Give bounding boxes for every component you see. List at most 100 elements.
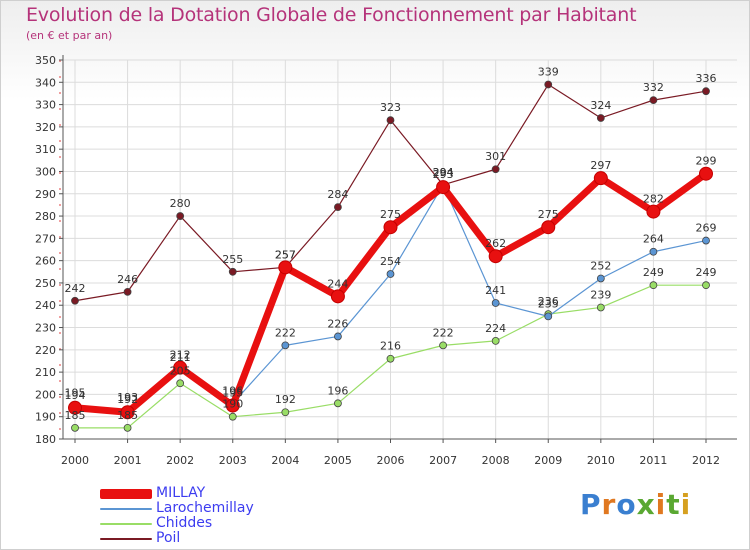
x-tick-label: 2009: [534, 454, 562, 467]
x-tick-label: 2002: [166, 454, 194, 467]
chart-legend: MILLAY Larochemillay Chiddes Poil: [100, 486, 254, 546]
data-label-millay: 282: [643, 193, 664, 206]
data-label-larochemillay: 269: [696, 222, 717, 235]
chart-title: Evolution de la Dotation Globale de Fonc…: [26, 4, 637, 26]
data-point-poil: [702, 87, 710, 96]
data-label-poil: 323: [380, 101, 401, 114]
y-tick-label: 250: [35, 277, 56, 290]
y-tick-label: 230: [35, 322, 56, 335]
data-point-millay: [436, 180, 451, 195]
y-tick-label: 350: [35, 54, 56, 67]
data-label-larochemillay: 294: [433, 166, 454, 179]
data-point-poil: [491, 165, 500, 174]
data-point-millay: [699, 166, 713, 181]
data-point-larochemillay: [596, 274, 605, 283]
legend-item-millay: MILLAY: [100, 486, 254, 501]
data-label-millay: 192: [117, 393, 138, 406]
data-point-millay: [330, 289, 345, 304]
data-label-poil: 284: [327, 188, 348, 201]
data-label-poil: 280: [170, 197, 191, 210]
y-tick-label: 270: [35, 232, 56, 245]
data-point-poil: [334, 203, 342, 212]
proxiti-logo: Proxiti: [580, 488, 692, 521]
data-label-larochemillay: 195: [65, 387, 86, 400]
data-point-poil: [176, 212, 185, 220]
data-point-poil: [386, 116, 395, 125]
data-label-larochemillay: 226: [327, 317, 348, 330]
legend-swatch: [100, 507, 152, 510]
data-label-millay: 275: [380, 208, 401, 221]
x-tick-label: 2004: [271, 454, 299, 467]
x-tick-label: 2008: [482, 454, 510, 467]
data-label-millay: 257: [275, 248, 296, 261]
data-label-chiddes: 236: [538, 295, 559, 308]
y-tick-label: 180: [35, 433, 56, 446]
data-point-millay: [488, 249, 503, 264]
data-point-larochemillay: [649, 247, 658, 256]
data-label-poil: 294: [433, 166, 454, 179]
data-label-chiddes: 249: [643, 266, 664, 279]
x-tick-label: 2012: [692, 454, 720, 467]
legend-swatch: [100, 488, 152, 499]
data-point-millay: [646, 204, 661, 219]
x-tick-label: 2010: [587, 454, 615, 467]
x-tick-label: 2001: [114, 454, 142, 467]
data-point-poil: [123, 287, 132, 296]
y-tick-label: 190: [35, 411, 56, 424]
x-tick-label: 2006: [377, 454, 405, 467]
data-label-poil: 332: [643, 81, 664, 94]
data-point-chiddes: [334, 399, 342, 408]
data-label-poil: 257: [275, 248, 296, 261]
data-label-millay: 297: [590, 159, 611, 172]
data-label-chiddes: 239: [590, 288, 611, 301]
data-point-larochemillay: [386, 270, 395, 278]
legend-item-chiddes: Chiddes: [100, 516, 254, 531]
data-label-chiddes: 222: [433, 326, 454, 339]
y-tick-label: 200: [35, 388, 56, 401]
data-point-chiddes: [649, 281, 658, 290]
legend-label: Poil: [156, 530, 181, 546]
data-point-larochemillay: [491, 299, 500, 307]
data-label-poil: 242: [65, 282, 86, 295]
data-label-chiddes: 185: [117, 409, 138, 422]
data-label-millay: 299: [696, 155, 717, 168]
data-label-larochemillay: 241: [485, 284, 506, 297]
legend-item-poil: Poil: [100, 531, 254, 546]
data-point-larochemillay: [334, 332, 342, 341]
data-point-chiddes: [123, 423, 132, 432]
x-tick-label: 2003: [219, 454, 247, 467]
data-label-millay: 293: [433, 168, 454, 181]
y-tick-label: 340: [35, 76, 56, 89]
y-tick-label: 260: [35, 255, 56, 268]
data-point-poil: [228, 267, 237, 276]
legend-item-larochemillay: Larochemillay: [100, 501, 254, 516]
data-point-chiddes: [228, 412, 237, 421]
data-point-millay: [278, 260, 293, 275]
data-point-poil: [596, 114, 605, 122]
data-point-chiddes: [596, 303, 605, 312]
data-label-millay: 262: [485, 237, 506, 250]
data-label-poil: 324: [590, 99, 611, 112]
data-label-poil: 336: [696, 72, 717, 85]
data-point-millay: [541, 220, 556, 235]
y-tick-label: 220: [35, 344, 56, 357]
data-label-chiddes: 249: [696, 266, 717, 279]
data-label-chiddes: 185: [65, 409, 86, 422]
y-tick-label: 240: [35, 299, 56, 312]
data-label-chiddes: 190: [222, 398, 243, 411]
x-tick-label: 2005: [324, 454, 352, 467]
data-label-millay: 212: [170, 349, 191, 362]
y-tick-label: 210: [35, 366, 56, 379]
data-label-poil: 255: [222, 253, 243, 266]
data-point-chiddes: [491, 337, 500, 345]
data-point-larochemillay: [702, 236, 710, 245]
data-point-millay: [383, 220, 398, 235]
data-label-larochemillay: 196: [222, 384, 243, 397]
data-label-poil: 339: [538, 66, 559, 79]
x-tick-label: 2011: [639, 454, 667, 467]
data-label-chiddes: 196: [327, 384, 348, 397]
data-label-larochemillay: 211: [170, 351, 191, 364]
data-point-millay: [225, 398, 240, 413]
